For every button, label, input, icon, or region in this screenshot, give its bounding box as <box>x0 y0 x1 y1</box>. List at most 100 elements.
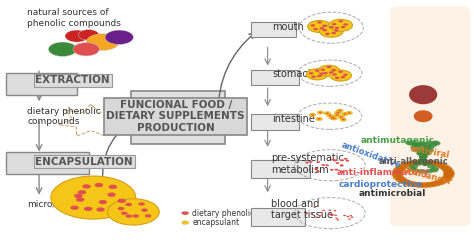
Circle shape <box>309 72 313 75</box>
Circle shape <box>427 164 436 169</box>
Circle shape <box>413 159 425 165</box>
Circle shape <box>332 73 337 76</box>
Circle shape <box>349 215 352 216</box>
Circle shape <box>399 163 410 169</box>
Circle shape <box>317 111 324 114</box>
FancyBboxPatch shape <box>251 160 310 178</box>
Circle shape <box>328 213 331 215</box>
Circle shape <box>430 166 439 171</box>
Circle shape <box>340 164 344 166</box>
Circle shape <box>423 145 431 150</box>
Circle shape <box>410 164 418 169</box>
Circle shape <box>346 216 349 217</box>
Circle shape <box>338 71 343 73</box>
Circle shape <box>403 180 414 186</box>
Circle shape <box>422 143 431 147</box>
Circle shape <box>333 159 337 161</box>
FancyBboxPatch shape <box>131 91 225 144</box>
Circle shape <box>443 171 455 176</box>
Circle shape <box>422 151 430 156</box>
Circle shape <box>326 113 329 114</box>
Circle shape <box>337 109 343 112</box>
Circle shape <box>335 27 339 29</box>
Circle shape <box>395 177 407 182</box>
Circle shape <box>145 214 152 218</box>
Circle shape <box>334 210 337 211</box>
Circle shape <box>399 179 410 184</box>
Circle shape <box>337 219 339 221</box>
Circle shape <box>346 111 353 115</box>
Circle shape <box>315 69 319 72</box>
Circle shape <box>133 214 139 218</box>
Circle shape <box>108 199 159 225</box>
Circle shape <box>429 161 441 166</box>
Circle shape <box>138 202 145 206</box>
Circle shape <box>319 25 343 37</box>
Circle shape <box>331 159 335 160</box>
Circle shape <box>318 118 320 120</box>
Circle shape <box>403 161 414 167</box>
Circle shape <box>426 141 434 145</box>
Text: cardioprotective: cardioprotective <box>339 180 423 189</box>
Circle shape <box>425 148 434 152</box>
Circle shape <box>182 221 189 225</box>
Circle shape <box>330 70 352 81</box>
FancyBboxPatch shape <box>251 114 299 130</box>
Circle shape <box>419 182 430 188</box>
Circle shape <box>392 169 403 175</box>
Circle shape <box>419 155 428 159</box>
Circle shape <box>305 162 309 163</box>
Circle shape <box>434 162 446 168</box>
Circle shape <box>340 116 343 118</box>
Circle shape <box>315 216 318 218</box>
Text: EXTRACTION: EXTRACTION <box>36 75 110 85</box>
Circle shape <box>182 211 189 215</box>
Circle shape <box>311 114 314 116</box>
Circle shape <box>118 207 124 210</box>
Circle shape <box>328 210 331 211</box>
Circle shape <box>336 162 339 164</box>
Circle shape <box>340 171 344 173</box>
Text: dietary phenolics: dietary phenolics <box>192 209 258 218</box>
Ellipse shape <box>409 85 438 104</box>
Text: antimicrobial: antimicrobial <box>359 189 426 198</box>
Circle shape <box>422 161 430 166</box>
Circle shape <box>412 148 421 152</box>
FancyBboxPatch shape <box>6 152 89 174</box>
Circle shape <box>319 215 322 216</box>
Circle shape <box>332 23 337 25</box>
Circle shape <box>343 215 346 216</box>
Circle shape <box>99 200 107 204</box>
Circle shape <box>317 21 322 24</box>
Ellipse shape <box>414 110 433 122</box>
Circle shape <box>335 111 341 114</box>
Circle shape <box>340 165 344 166</box>
Circle shape <box>333 118 336 119</box>
FancyBboxPatch shape <box>251 22 296 37</box>
Circle shape <box>410 168 419 173</box>
Circle shape <box>438 164 449 170</box>
Circle shape <box>311 76 316 78</box>
Circle shape <box>343 74 348 76</box>
Circle shape <box>344 113 346 115</box>
Circle shape <box>325 164 329 166</box>
Text: FUNCIONAL FOOD /
DIETARY SUPPLEMENTS
PRODUCTION: FUNCIONAL FOOD / DIETARY SUPPLEMENTS PRO… <box>107 100 245 133</box>
Circle shape <box>348 218 351 220</box>
Text: intestine: intestine <box>273 113 315 124</box>
Circle shape <box>327 114 333 117</box>
Circle shape <box>426 145 434 150</box>
FancyBboxPatch shape <box>6 73 77 95</box>
Circle shape <box>318 65 340 76</box>
Circle shape <box>331 117 337 120</box>
Circle shape <box>340 118 346 121</box>
Circle shape <box>438 178 449 183</box>
Text: encapsulant: encapsulant <box>192 218 239 227</box>
Circle shape <box>310 212 313 214</box>
Circle shape <box>410 145 419 150</box>
Circle shape <box>412 143 420 147</box>
Circle shape <box>327 66 331 68</box>
Circle shape <box>419 158 427 162</box>
Circle shape <box>105 30 133 45</box>
Circle shape <box>319 27 324 30</box>
Text: natural sources of
phenolic compounds: natural sources of phenolic compounds <box>27 8 121 28</box>
